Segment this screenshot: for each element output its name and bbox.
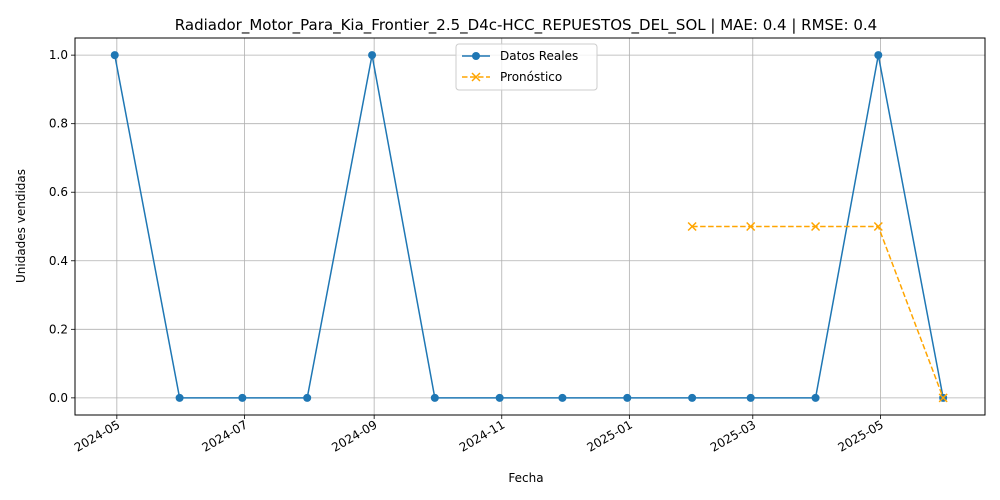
legend-label-pronostico: Pronóstico — [500, 70, 562, 84]
data-point-0 — [746, 393, 755, 402]
y-tick-label: 0.4 — [49, 254, 68, 268]
series-line-0 — [114, 54, 944, 399]
y-tick-label: 0.8 — [49, 117, 68, 131]
legend-box — [455, 43, 598, 91]
y-tick-label: 1.0 — [49, 48, 68, 62]
data-point-x-stroke — [811, 221, 821, 232]
legend-marker-datos-reales — [472, 52, 480, 60]
y-tick-label: 0.2 — [49, 322, 68, 336]
y-tick-label: 0.0 — [49, 391, 68, 405]
chart-title: Radiador_Motor_Para_Kia_Frontier_2.5_D4c… — [175, 16, 877, 35]
data-point-1 — [811, 221, 821, 232]
data-point-x-stroke — [746, 221, 756, 232]
data-point-0 — [430, 393, 439, 402]
series-layer — [110, 51, 948, 403]
y-axis-title: Unidades vendidas — [14, 169, 28, 283]
data-point-0 — [811, 393, 820, 402]
data-point-1 — [873, 221, 883, 232]
data-point-0 — [874, 51, 883, 60]
x-axis-title: Fecha — [508, 471, 543, 485]
data-point-0 — [688, 393, 697, 402]
data-point-0 — [238, 393, 247, 402]
data-point-0 — [303, 393, 312, 402]
plot-frame — [74, 37, 986, 416]
legend: Datos Reales Pronóstico — [455, 43, 598, 91]
legend-marker-pronostico — [471, 72, 481, 82]
data-point-0 — [558, 393, 567, 402]
data-point-x-stroke — [687, 221, 697, 232]
data-point-0 — [495, 393, 504, 402]
y-axis: 0.0 0.2 0.4 0.6 0.8 1.0 — [49, 48, 75, 405]
data-point-1 — [938, 393, 948, 403]
data-point-0 — [368, 51, 377, 60]
data-point-x-stroke — [938, 393, 948, 403]
data-point-0 — [623, 393, 632, 402]
data-point-0 — [110, 51, 119, 60]
data-point-0 — [175, 393, 184, 402]
y-tick-label: 0.6 — [49, 185, 68, 199]
legend-x-stroke — [471, 72, 481, 82]
data-point-1 — [746, 221, 756, 232]
data-point-x-stroke — [873, 221, 883, 232]
legend-label-datos-reales: Datos Reales — [500, 49, 578, 63]
data-point-1 — [687, 221, 697, 232]
